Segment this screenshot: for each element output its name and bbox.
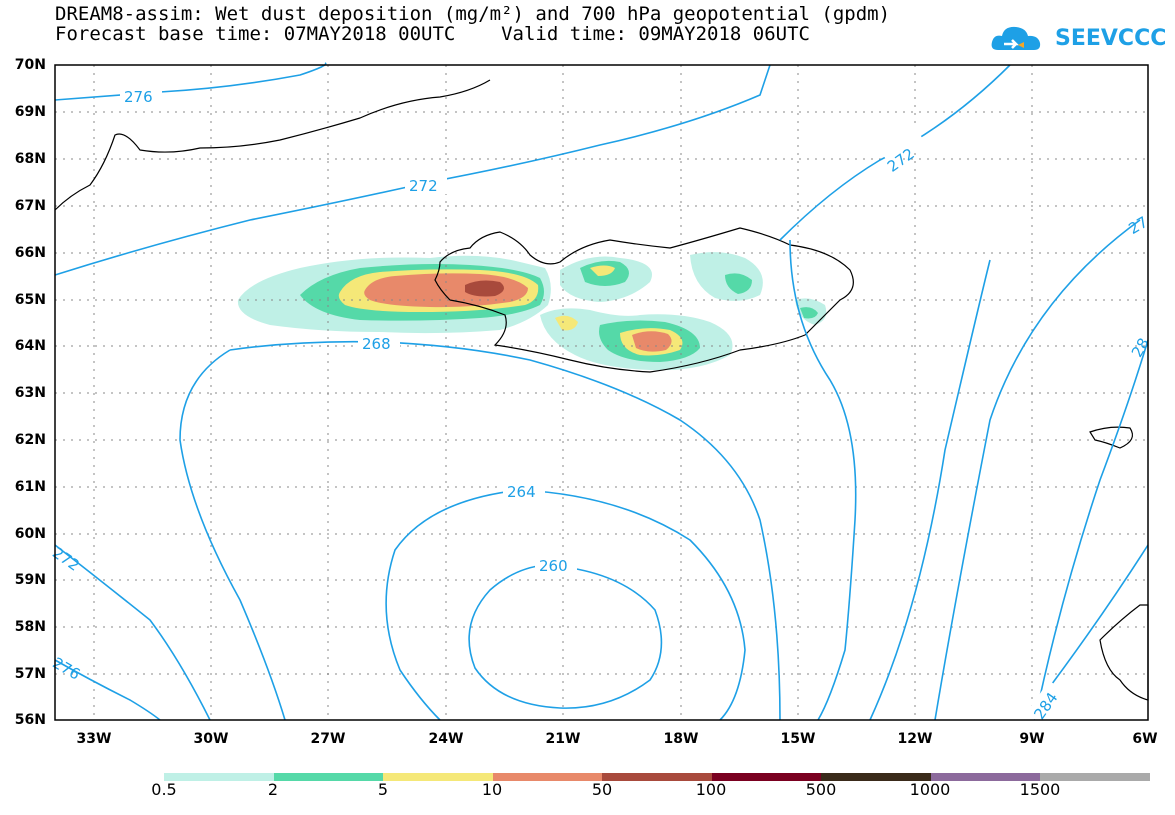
lat-label: 60N bbox=[14, 526, 46, 542]
lat-label: 66N bbox=[14, 245, 46, 261]
colorbar-swatch bbox=[273, 773, 384, 781]
contour-268 bbox=[179, 340, 781, 721]
colorbar-swatch bbox=[164, 773, 274, 781]
colorbar-swatch bbox=[492, 773, 603, 781]
logo-text: SEEVCCC bbox=[1055, 26, 1167, 51]
contour-east-4 bbox=[1034, 339, 1149, 721]
lon-label: 12W bbox=[897, 731, 933, 747]
greenland-coast bbox=[54, 79, 491, 211]
contour-276-west bbox=[54, 659, 161, 721]
lat-label: 67N bbox=[14, 198, 46, 214]
colorbar-label: 500 bbox=[805, 780, 837, 799]
colorbar-swatch bbox=[383, 773, 493, 781]
contour-label: 268 bbox=[362, 335, 391, 353]
geopotential-contours bbox=[54, 62, 1149, 721]
lon-label: 24W bbox=[428, 731, 464, 747]
lat-label: 68N bbox=[14, 151, 46, 167]
lon-label: 15W bbox=[780, 731, 816, 747]
faroe-islands bbox=[1089, 426, 1133, 449]
colorbar-label: 0.5 bbox=[151, 780, 177, 799]
iceland-coast bbox=[434, 227, 854, 373]
map-subtitle: Forecast base time: 07MAY2018 00UTC Vali… bbox=[55, 23, 810, 45]
contour-260 bbox=[468, 564, 663, 709]
map-frame bbox=[54, 64, 1149, 721]
cloud-icon bbox=[991, 26, 1041, 50]
contour-272-east bbox=[779, 64, 1011, 241]
colorbar-swatch bbox=[1040, 773, 1150, 781]
contour-label: 264 bbox=[507, 483, 536, 501]
lat-label: 57N bbox=[14, 666, 46, 682]
contour-label: 260 bbox=[539, 557, 568, 575]
colorbar-swatch bbox=[821, 773, 931, 781]
lat-label: 70N bbox=[14, 57, 46, 73]
colorbar-label: 1000 bbox=[909, 780, 951, 799]
colorbar-swatch bbox=[602, 773, 712, 781]
lon-label: 9W bbox=[1019, 731, 1045, 747]
contour-272-north bbox=[54, 64, 771, 276]
lon-label: 30W bbox=[193, 731, 229, 747]
lon-label: 18W bbox=[663, 731, 699, 747]
colorbar-swatch bbox=[711, 773, 822, 781]
lat-label: 69N bbox=[14, 104, 46, 120]
contour-east-5 bbox=[1039, 544, 1149, 701]
colorbar-label: 50 bbox=[591, 780, 613, 799]
scotland-coast bbox=[1099, 604, 1149, 701]
colorbar-label: 1500 bbox=[1019, 780, 1061, 799]
lat-label: 63N bbox=[14, 385, 46, 401]
colorbar-label: 2 bbox=[267, 780, 279, 799]
contour-east-1 bbox=[789, 239, 857, 721]
graticule bbox=[55, 65, 1148, 720]
lat-label: 62N bbox=[14, 432, 46, 448]
colorbar-label: 5 bbox=[377, 780, 389, 799]
contour-label: 272 bbox=[409, 177, 438, 195]
lon-label: 33W bbox=[76, 731, 112, 747]
dust-deposition-shading bbox=[237, 252, 827, 371]
lat-label: 64N bbox=[14, 338, 46, 354]
contour-label: 272 bbox=[49, 544, 83, 575]
colorbar-label: 10 bbox=[481, 780, 503, 799]
lon-label: 21W bbox=[545, 731, 581, 747]
lat-label: 58N bbox=[14, 619, 46, 635]
lon-label: 27W bbox=[310, 731, 346, 747]
contour-east-3 bbox=[869, 259, 991, 721]
map-title: DREAM8-assim: Wet dust deposition (mg/m²… bbox=[55, 3, 891, 25]
contour-label: 28 bbox=[1128, 335, 1153, 361]
contour-264 bbox=[385, 489, 746, 721]
lat-label: 56N bbox=[14, 712, 46, 728]
coastlines bbox=[54, 79, 1149, 701]
contour-label: 276 bbox=[124, 88, 153, 106]
contour-label: 27 bbox=[1125, 213, 1151, 238]
lon-label: 6W bbox=[1132, 731, 1158, 747]
contour-labels: 276 272 272 268 264 260 272 276 284 27 2… bbox=[49, 87, 1153, 724]
seevccc-logo bbox=[991, 26, 1041, 50]
contour-east-2 bbox=[934, 219, 1141, 721]
contour-272-west bbox=[54, 544, 211, 721]
lat-label: 65N bbox=[14, 292, 46, 308]
lat-label: 59N bbox=[14, 572, 46, 588]
contour-276-north bbox=[54, 62, 327, 101]
colorbar-swatch bbox=[930, 773, 1041, 781]
lat-label: 61N bbox=[14, 479, 46, 495]
colorbar-label: 100 bbox=[695, 780, 727, 799]
